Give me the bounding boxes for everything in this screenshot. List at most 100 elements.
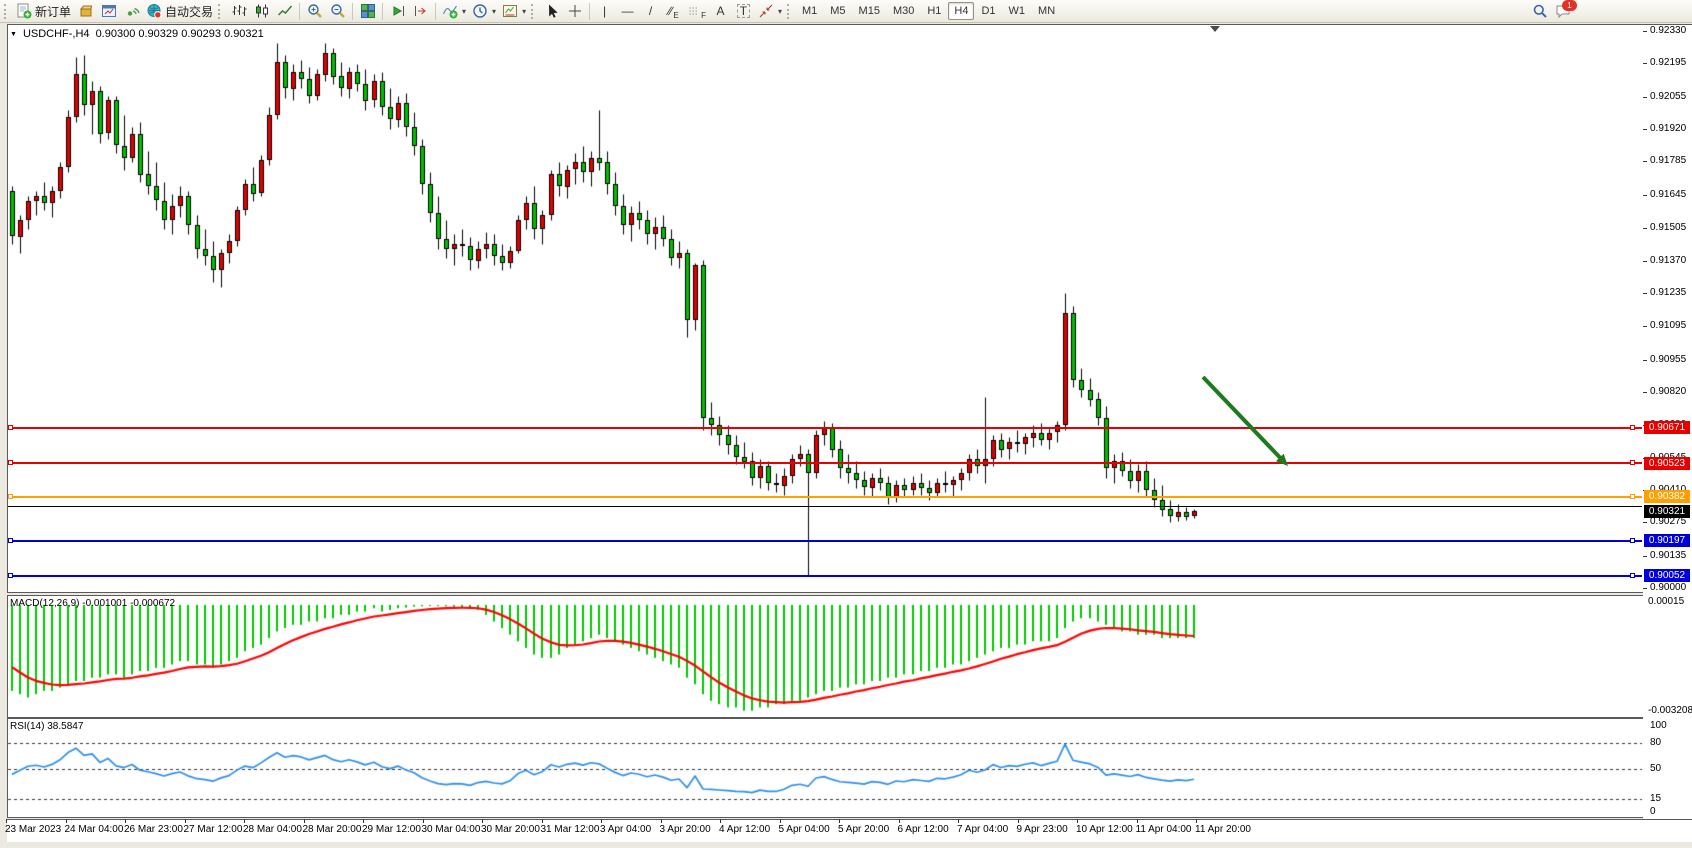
timeframe-button-mn[interactable]: MN	[1032, 2, 1061, 20]
hline-handle[interactable]	[8, 537, 13, 543]
time-axis-tick	[244, 819, 245, 823]
time-axis-label: 3 Apr 20:00	[659, 824, 711, 835]
periods-button[interactable]: ▾	[469, 1, 499, 21]
timeframe-button-m5[interactable]: M5	[824, 2, 851, 20]
price-tick-mark	[1643, 555, 1647, 557]
indicators-button[interactable]: ▾	[439, 1, 469, 21]
channel-icon: ∕∕	[668, 4, 673, 18]
vertical-line-button[interactable]: |	[593, 1, 616, 21]
new-order-label: 新订单	[35, 4, 72, 19]
chart-shift-marker[interactable]	[1210, 26, 1220, 32]
rsi-axis-label: 50	[1650, 763, 1662, 774]
hline-black[interactable]	[8, 506, 1642, 508]
price-tick-mark	[1643, 588, 1647, 589]
shapes-button[interactable]: ▾	[755, 1, 785, 21]
hline-0.90382[interactable]	[8, 493, 1642, 499]
time-axis-tick	[958, 819, 959, 823]
timeframe-button-m15[interactable]: M15	[853, 2, 886, 20]
chart-shift-button[interactable]	[409, 1, 432, 21]
hline-0.90523[interactable]	[8, 460, 1642, 465]
hline-handle[interactable]	[8, 460, 13, 465]
timeframe-button-h1[interactable]: H1	[921, 2, 947, 20]
label-tool-button[interactable]: T	[732, 1, 755, 21]
time-axis-label: 24 Mar 04:00	[64, 824, 124, 835]
market-watch-button[interactable]	[74, 1, 97, 21]
chat-badge: 1	[1562, 0, 1577, 11]
macd-axis-min-label: -0.003208	[1648, 705, 1692, 716]
time-axis-tick	[839, 819, 840, 823]
bar-chart-mode-button[interactable]	[227, 1, 250, 21]
timeframe-button-h4[interactable]: H4	[948, 2, 975, 20]
line-chart-mode-button[interactable]	[273, 1, 296, 21]
hline-handle[interactable]	[1630, 493, 1635, 499]
price-tick-mark	[1643, 326, 1647, 328]
zoom-in-icon	[307, 4, 322, 18]
chat-button[interactable]: 1	[1551, 0, 1577, 21]
toolbar-grip[interactable]	[4, 3, 9, 19]
timeframe-button-w1[interactable]: W1	[1003, 2, 1032, 20]
zoom-out-button[interactable]	[326, 1, 349, 21]
toolbar-grip[interactable]	[531, 3, 536, 19]
fibonacci-button[interactable]: F	[685, 1, 709, 21]
crosshair-button[interactable]	[563, 1, 586, 21]
price-tick-label: 0.91505	[1650, 222, 1687, 234]
hline-0.90197[interactable]	[8, 537, 1642, 543]
time-axis-tick	[65, 819, 67, 823]
cursor-button[interactable]	[540, 1, 563, 21]
template-icon	[503, 5, 518, 17]
price-tick-mark	[1643, 161, 1647, 163]
new-order-button[interactable]: 新订单	[13, 1, 74, 21]
chart-title[interactable]: ▼ USDCHF-,H4 0.90300 0.90329 0.90293 0.9…	[10, 28, 264, 40]
autotrading-button[interactable]: 自动交易	[143, 1, 216, 21]
time-axis-label: 26 Mar 23:00	[124, 824, 183, 835]
time-axis-label: 4 Apr 12:00	[719, 824, 771, 835]
new-order-icon	[17, 3, 32, 19]
time-axis-tick	[898, 819, 900, 823]
hline-0.90052[interactable]	[8, 572, 1642, 578]
hline-handle[interactable]	[8, 572, 13, 578]
time-axis-tick	[363, 819, 364, 823]
price-tick-label: 0.92055	[1650, 90, 1687, 102]
horizontal-line-button[interactable]: —	[616, 1, 639, 21]
hline-handle[interactable]	[1630, 537, 1635, 543]
auto-scroll-button[interactable]	[386, 1, 409, 21]
trendline-button[interactable]: /	[639, 1, 662, 21]
hline-handle[interactable]	[8, 424, 13, 430]
chart-ohlc-quote: 0.90300 0.90329 0.90293 0.90321	[95, 28, 264, 40]
rsi-axis-label: 15	[1650, 793, 1662, 805]
hline-0.90671[interactable]	[8, 424, 1642, 430]
horizontal-line-icon: —	[621, 4, 634, 18]
time-axis-label: 28 Mar 04:00	[243, 824, 302, 835]
hline-handle[interactable]	[1630, 424, 1635, 430]
price-tick-label: 0.91785	[1650, 155, 1687, 167]
templates-button[interactable]: ▾	[499, 1, 529, 21]
timeframe-button-m1[interactable]: M1	[796, 2, 823, 20]
price-tick-mark	[1643, 96, 1647, 98]
hline-handle[interactable]	[1630, 572, 1635, 578]
text-tool-button[interactable]: A	[709, 1, 732, 21]
rsi-indicator-label: RSI(14) 38.5847	[10, 721, 84, 732]
time-axis-label: 27 Mar 12:00	[183, 824, 243, 835]
search-button[interactable]	[1528, 1, 1551, 21]
new-chart-button[interactable]	[97, 1, 120, 21]
zoom-in-button[interactable]	[303, 1, 326, 21]
timeframe-button-m30[interactable]: M30	[887, 2, 920, 20]
label-tool-icon: T	[736, 4, 751, 18]
time-axis-tick	[601, 819, 602, 823]
time-axis-tick	[1077, 819, 1078, 823]
time-axis-label: 5 Apr 04:00	[778, 824, 830, 835]
hline-handle[interactable]	[1630, 460, 1635, 465]
toolbar-grip[interactable]	[218, 3, 223, 19]
hline-handle[interactable]	[8, 493, 13, 499]
rsi-axis-label: 100	[1650, 720, 1667, 731]
trendline-icon: /	[648, 4, 653, 18]
toolbar-grip[interactable]	[786, 3, 792, 19]
tile-windows-button[interactable]	[356, 1, 379, 21]
channel-button[interactable]: ∕∕ E	[662, 1, 685, 21]
timeframe-button-d1[interactable]: D1	[975, 2, 1001, 20]
time-axis-label: 31 Mar 12:00	[540, 824, 600, 835]
price-tick-mark	[1643, 292, 1647, 294]
candlestick-mode-button[interactable]	[250, 1, 273, 21]
signals-button[interactable]	[120, 1, 143, 21]
